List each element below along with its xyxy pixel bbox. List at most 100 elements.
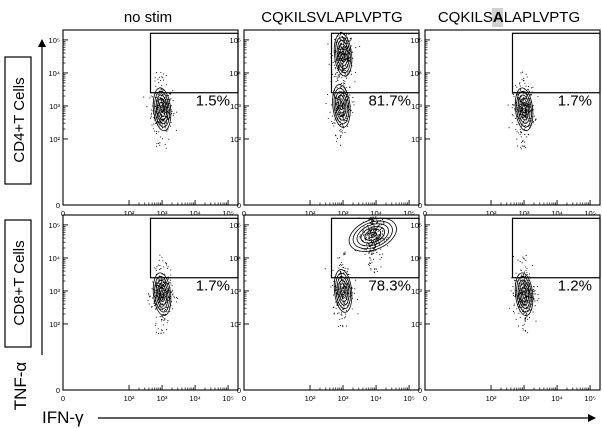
event-dot	[345, 73, 347, 75]
event-dot	[369, 228, 371, 230]
event-dot	[523, 312, 525, 315]
event-dot	[162, 73, 164, 75]
event-dot	[345, 33, 347, 35]
event-dot	[330, 120, 332, 123]
x-tick-label: 10⁵	[222, 209, 233, 218]
event-dot	[163, 266, 165, 268]
event-dot	[369, 238, 371, 240]
event-dot	[347, 59, 349, 61]
event-dot	[345, 76, 347, 78]
event-dot	[528, 91, 530, 93]
event-dot	[332, 294, 335, 296]
event-dot	[156, 133, 158, 135]
event-dot	[166, 311, 168, 313]
event-dot	[537, 95, 539, 98]
event-dot	[338, 97, 340, 99]
event-dot	[151, 306, 153, 308]
event-dot	[338, 312, 340, 314]
event-dot	[153, 123, 155, 125]
event-dot	[521, 100, 523, 103]
event-dot	[350, 110, 352, 112]
event-dot	[342, 62, 344, 64]
event-dot	[155, 96, 158, 98]
event-dot	[510, 277, 512, 279]
event-dot	[365, 239, 367, 241]
event-dot	[359, 237, 361, 239]
event-dot	[520, 132, 522, 134]
event-dot	[159, 136, 161, 138]
column-label-mutant-peptide: CQKILSALAPLVPTG	[438, 8, 580, 27]
event-dot	[334, 66, 336, 68]
event-dot	[510, 290, 512, 292]
event-dot	[344, 58, 346, 60]
event-dot	[512, 115, 514, 117]
event-dot	[357, 313, 359, 315]
event-dot	[524, 133, 526, 135]
event-dot	[530, 87, 533, 89]
contour-line	[155, 94, 169, 124]
event-dot	[170, 122, 172, 124]
x-tick-label: 0	[242, 394, 246, 403]
event-dot	[160, 71, 162, 74]
event-dot	[159, 288, 161, 290]
event-dot	[372, 216, 374, 218]
event-dot	[369, 257, 371, 259]
event-dot	[522, 256, 524, 258]
event-dot	[372, 235, 374, 238]
event-dot	[162, 279, 164, 281]
event-dot	[156, 266, 158, 268]
contour-line	[336, 276, 350, 306]
event-dot	[340, 105, 342, 108]
event-dot	[165, 74, 167, 77]
gate-box	[511, 32, 601, 94]
event-dot	[161, 329, 163, 331]
event-dot	[522, 274, 524, 276]
event-dot	[365, 249, 367, 251]
x-tick-label: 10³	[338, 209, 349, 218]
event-dot	[160, 99, 162, 101]
event-dot	[368, 264, 371, 266]
y-tick-label: 10⁵	[49, 221, 60, 230]
contour-line	[339, 283, 347, 299]
event-dot	[521, 141, 523, 143]
gate-percentage: 81.7%	[368, 93, 411, 110]
panel-grid: 0010²10²10³10³10⁴10⁴10⁵10⁵1.5%0010²10²10…	[48, 29, 601, 403]
contour-line	[157, 98, 167, 121]
event-dot	[367, 243, 370, 245]
event-dot	[161, 138, 164, 140]
event-dot	[523, 141, 526, 143]
event-dot	[158, 259, 160, 261]
event-dot	[534, 118, 536, 120]
event-dot	[342, 326, 344, 328]
event-dot	[377, 226, 379, 228]
event-dot	[359, 236, 361, 238]
x-tick-label: 10²	[305, 209, 316, 218]
event-dot	[362, 239, 364, 241]
event-dot	[521, 79, 523, 81]
event-dot	[345, 316, 347, 318]
event-dot	[375, 216, 377, 218]
event-dot	[342, 82, 344, 84]
event-dot	[359, 45, 361, 47]
event-dot	[525, 317, 527, 319]
event-dot	[381, 228, 383, 230]
contour-line	[514, 87, 534, 132]
event-dot	[161, 107, 163, 109]
event-dot	[339, 130, 341, 132]
event-dot	[528, 273, 531, 275]
event-dot	[523, 103, 525, 105]
event-dot	[522, 287, 524, 290]
event-dot	[524, 266, 526, 268]
event-dot	[331, 284, 333, 286]
contour-line	[341, 286, 345, 295]
event-dot	[372, 240, 375, 242]
row-label-cd4: CD4+T Cells	[4, 56, 32, 185]
event-dot	[341, 294, 343, 296]
event-dot	[334, 119, 336, 121]
event-dot	[333, 306, 335, 308]
y-tick-label: 0	[56, 201, 60, 210]
event-dot	[336, 86, 338, 89]
y-tick-label: 0	[237, 201, 241, 210]
event-dot	[366, 224, 369, 226]
event-dot	[370, 259, 372, 261]
